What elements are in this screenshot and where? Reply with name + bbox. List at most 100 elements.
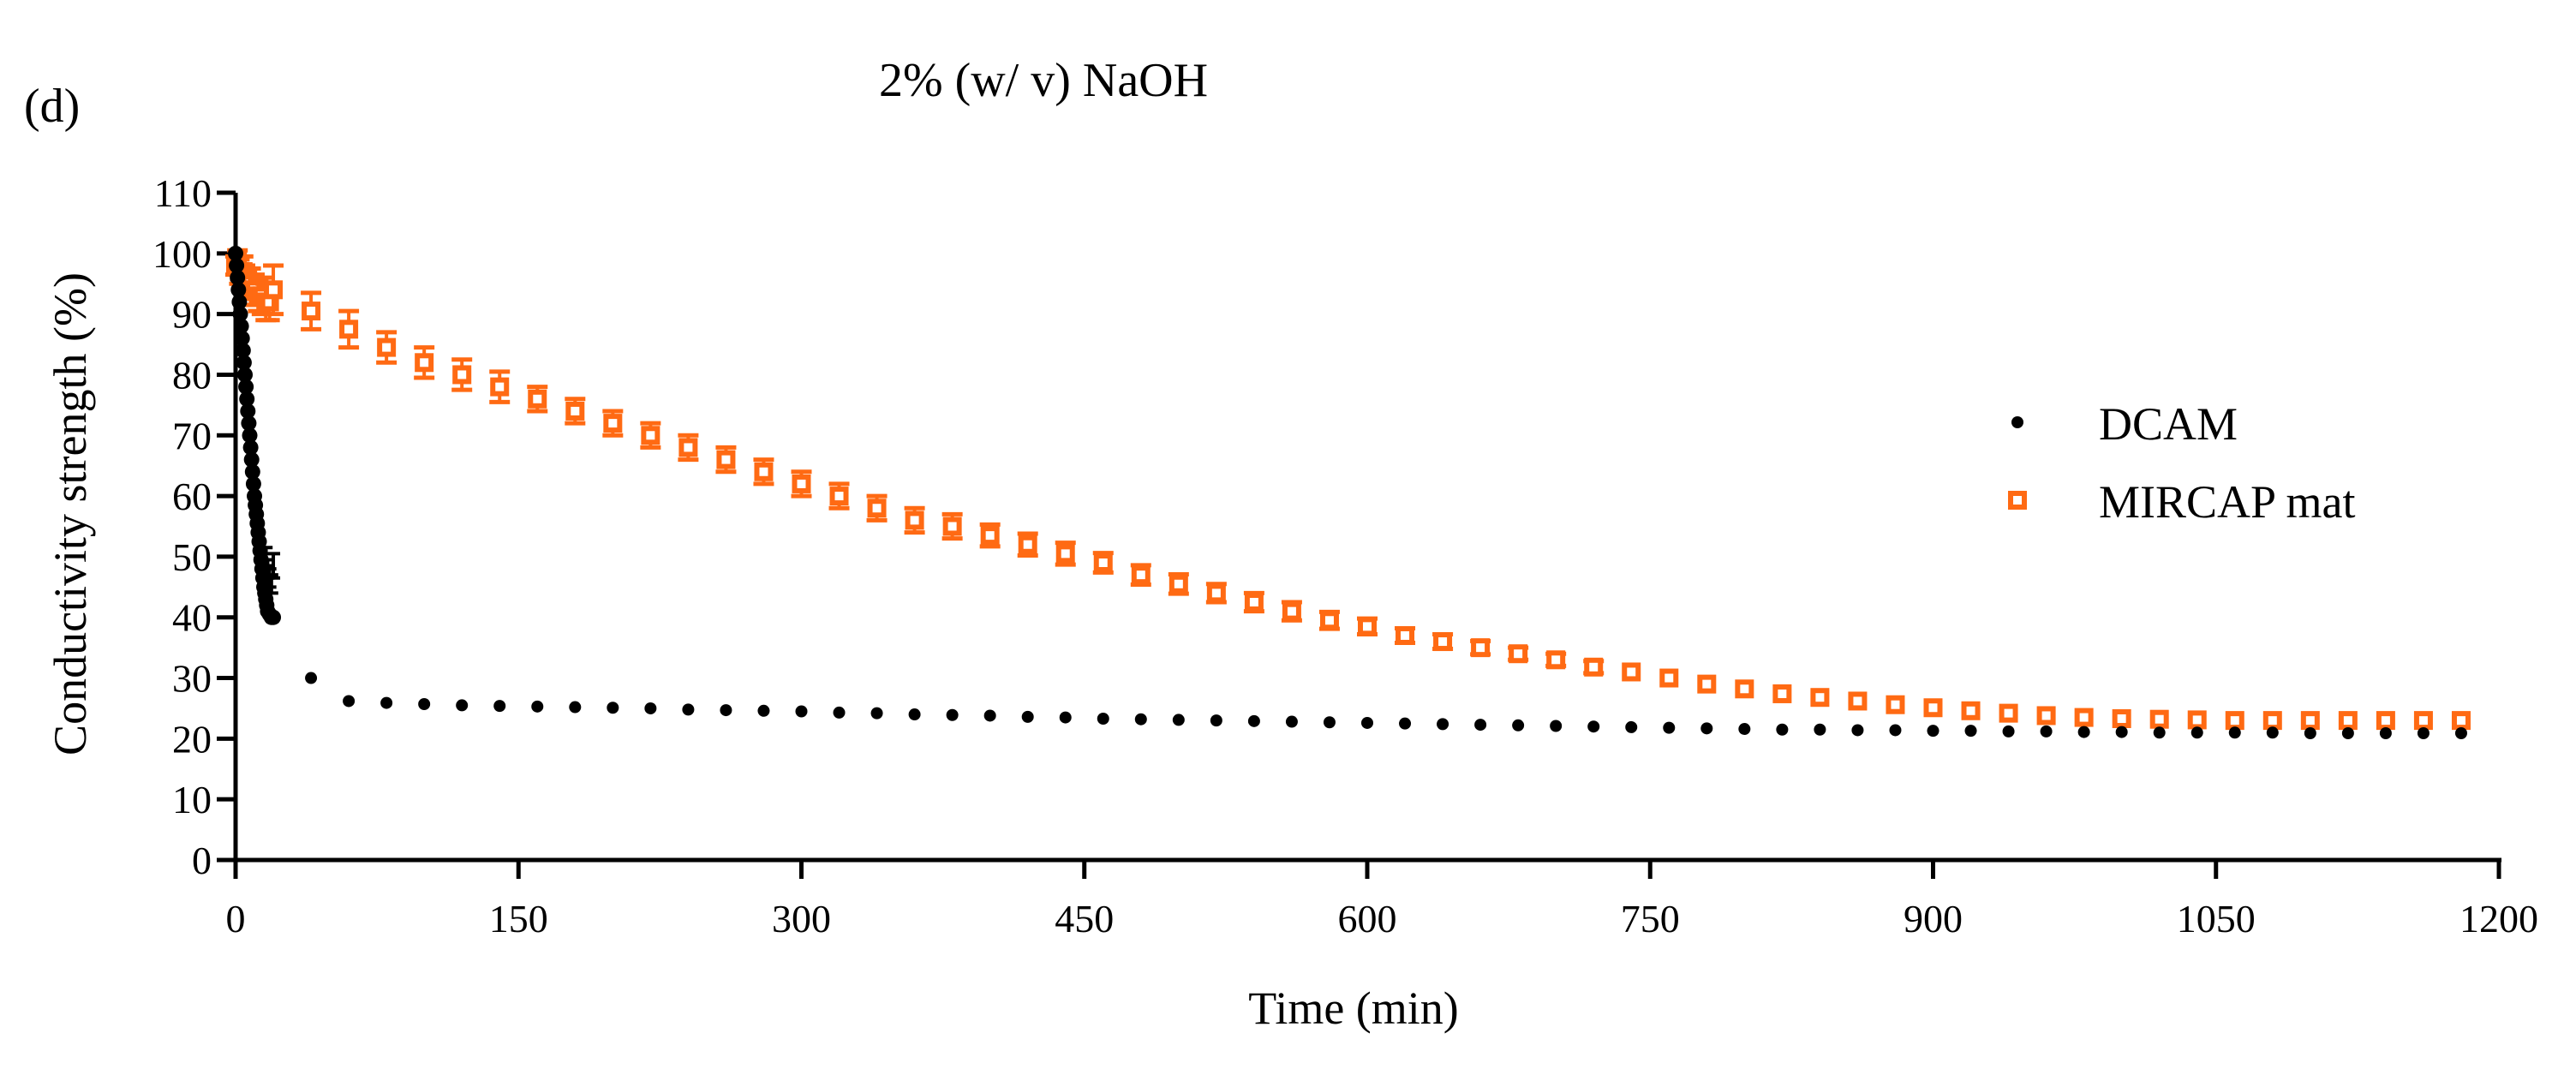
dcam-point bbox=[1323, 716, 1336, 729]
dcam-point bbox=[2228, 726, 2241, 739]
mircap-point bbox=[1471, 638, 1491, 658]
mircap-point bbox=[1735, 679, 1754, 699]
y-tick-label: 0 bbox=[192, 839, 212, 882]
mircap-point bbox=[565, 401, 585, 421]
mircap-point bbox=[302, 302, 321, 321]
mircap-point bbox=[1584, 657, 1604, 677]
dcam-point bbox=[1550, 720, 1563, 732]
dcam-point bbox=[1625, 720, 1638, 733]
mircap-point bbox=[1999, 703, 2018, 723]
mircap-point bbox=[1319, 611, 1339, 630]
dcam-point bbox=[2115, 726, 2128, 738]
dcam-point bbox=[908, 708, 921, 721]
dcam-point bbox=[237, 367, 254, 383]
y-axis-label: Conductivity strength (%) bbox=[45, 272, 96, 755]
x-tick-label: 150 bbox=[489, 897, 548, 941]
dcam-point bbox=[1814, 723, 1826, 736]
legend-mircap-marker bbox=[2008, 491, 2027, 510]
dcam-point bbox=[1964, 725, 1977, 738]
mircap-point bbox=[415, 353, 434, 373]
dcam-point bbox=[2040, 725, 2053, 738]
dcam-point bbox=[242, 439, 259, 456]
dcam-point bbox=[1663, 721, 1676, 734]
legend: DCAM MIRCAP mat bbox=[2008, 398, 2356, 528]
mircap-point bbox=[829, 487, 849, 506]
dcam-point bbox=[1399, 717, 1412, 730]
dcam-point bbox=[720, 704, 732, 717]
x-tick-label: 1200 bbox=[2459, 897, 2538, 941]
dcam-point bbox=[983, 709, 996, 722]
mircap-point bbox=[1093, 552, 1113, 572]
dcam-point bbox=[2454, 726, 2467, 739]
dcam-point bbox=[343, 695, 356, 708]
mircap-point bbox=[1206, 583, 1226, 603]
y-tick-label: 70 bbox=[172, 414, 212, 457]
mircap-point bbox=[1659, 668, 1679, 688]
dcam-point bbox=[1587, 720, 1600, 733]
dcam-point bbox=[380, 696, 393, 709]
dcam-point bbox=[2304, 726, 2316, 739]
mircap-point bbox=[2149, 709, 2169, 729]
dcam-point bbox=[2417, 726, 2430, 739]
mircap-point bbox=[1396, 625, 1415, 645]
mircap-point bbox=[1433, 632, 1453, 652]
plot-marks bbox=[225, 245, 2471, 739]
mircap-point bbox=[2262, 711, 2282, 731]
mircap-point bbox=[1546, 650, 1566, 670]
dcam-point bbox=[2190, 726, 2203, 739]
dcam-point bbox=[1700, 722, 1713, 735]
mircap-point bbox=[2225, 711, 2244, 731]
mircap-point bbox=[452, 365, 472, 385]
mircap-point bbox=[377, 337, 397, 357]
mircap-point bbox=[678, 438, 698, 457]
dcam-point bbox=[1889, 724, 1902, 737]
dcam-point bbox=[1247, 714, 1260, 727]
mircap-point bbox=[1131, 565, 1151, 585]
y-tick-label: 20 bbox=[172, 717, 212, 761]
dcam-point bbox=[795, 705, 808, 718]
dcam-point bbox=[1474, 719, 1487, 732]
dcam-point bbox=[238, 379, 254, 395]
mircap-point bbox=[339, 320, 359, 339]
mircap-point bbox=[1810, 688, 1830, 708]
dcam-point bbox=[946, 708, 959, 721]
dcam-point bbox=[2153, 726, 2166, 739]
x-tick-label: 750 bbox=[1621, 897, 1680, 941]
dcam-point bbox=[235, 343, 251, 359]
mircap-point bbox=[2187, 710, 2207, 730]
dcam-point bbox=[2341, 726, 2354, 739]
mircap-point bbox=[1848, 691, 1868, 711]
mircap-point bbox=[1358, 617, 1377, 636]
dcam-point bbox=[266, 609, 282, 625]
y-tick-label: 110 bbox=[154, 171, 212, 215]
y-tick-label: 50 bbox=[172, 535, 212, 579]
y-tick-label: 80 bbox=[172, 353, 212, 397]
mircap-point bbox=[1886, 695, 1905, 714]
x-tick-label: 600 bbox=[1338, 897, 1397, 941]
dcam-point bbox=[2266, 726, 2279, 739]
x-axis-label: Time (min) bbox=[1248, 982, 1459, 1034]
mircap-point bbox=[1622, 662, 1641, 682]
dcam-point bbox=[1361, 716, 1373, 729]
dcam-point bbox=[245, 475, 261, 492]
x-tick-label: 300 bbox=[772, 897, 831, 941]
dcam-point bbox=[240, 403, 256, 419]
dcam-point bbox=[239, 391, 255, 407]
x-tick-label: 1050 bbox=[2177, 897, 2256, 941]
mircap-point bbox=[1244, 593, 1264, 612]
x-tick-label: 900 bbox=[1904, 897, 1963, 941]
x-axis-ticks: 0 150 300 450 600 750 900 1050 1200 bbox=[226, 860, 2538, 941]
mircap-point bbox=[1923, 698, 1943, 718]
dcam-point bbox=[682, 703, 695, 716]
dcam-point bbox=[1776, 723, 1789, 736]
dcam-point bbox=[1738, 723, 1751, 736]
mircap-point bbox=[980, 526, 1000, 546]
dcam-point bbox=[607, 702, 619, 714]
dcam-point bbox=[757, 704, 770, 717]
mircap-point bbox=[905, 511, 924, 530]
mircap-point bbox=[528, 389, 547, 409]
dcam-point bbox=[644, 702, 657, 714]
mircap-point bbox=[754, 462, 774, 481]
dcam-point bbox=[2379, 726, 2392, 739]
